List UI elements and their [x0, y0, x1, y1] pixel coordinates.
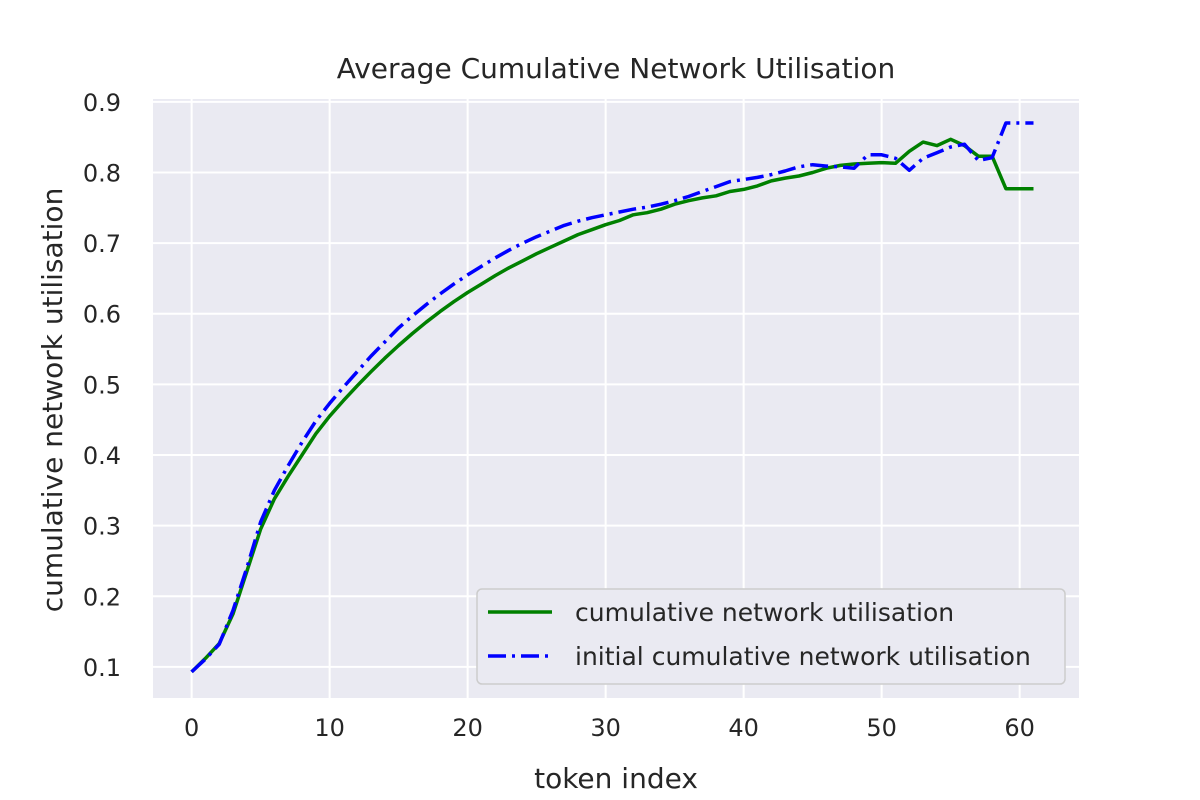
chart-title: Average Cumulative Network Utilisation [337, 52, 896, 85]
series-line-initial [190, 121, 1034, 674]
y-tick-label: 0.2 [83, 583, 121, 611]
grid [153, 99, 1079, 698]
x-tick-label: 40 [728, 714, 759, 742]
y-tick-label: 0.1 [83, 654, 121, 682]
y-tick-label: 0.7 [83, 230, 121, 258]
y-tick-label: 0.9 [83, 89, 121, 117]
series-line-cumulative [190, 137, 1034, 674]
x-tick-label: 20 [452, 714, 483, 742]
series-layer [190, 121, 1034, 674]
legend: cumulative network utilisation initial c… [476, 588, 1066, 685]
y-tick-label: 0.6 [83, 301, 121, 329]
x-axis-label: token index [534, 762, 698, 795]
y-tick-label: 0.4 [83, 442, 121, 470]
x-tick-label: 50 [866, 714, 897, 742]
y-tick-label: 0.5 [83, 371, 121, 399]
y-tick-label: 0.8 [83, 159, 121, 187]
x-tick-label: 30 [590, 714, 621, 742]
x-tick-label: 60 [1004, 714, 1035, 742]
y-tick-label: 0.3 [83, 513, 121, 541]
legend-label-cumulative: cumulative network utilisation [575, 598, 954, 627]
legend-box [476, 588, 1066, 685]
x-tick-label: 0 [184, 714, 199, 742]
x-tick-labels: 0 10 20 30 40 50 60 [184, 714, 1035, 742]
x-tick-label: 10 [314, 714, 345, 742]
y-axis-label: cumulative network utilisation [36, 188, 69, 613]
y-tick-labels: 0.1 0.2 0.3 0.4 0.5 0.6 0.7 0.8 0.9 [83, 89, 121, 682]
legend-label-initial: initial cumulative network utilisation [575, 642, 1031, 671]
